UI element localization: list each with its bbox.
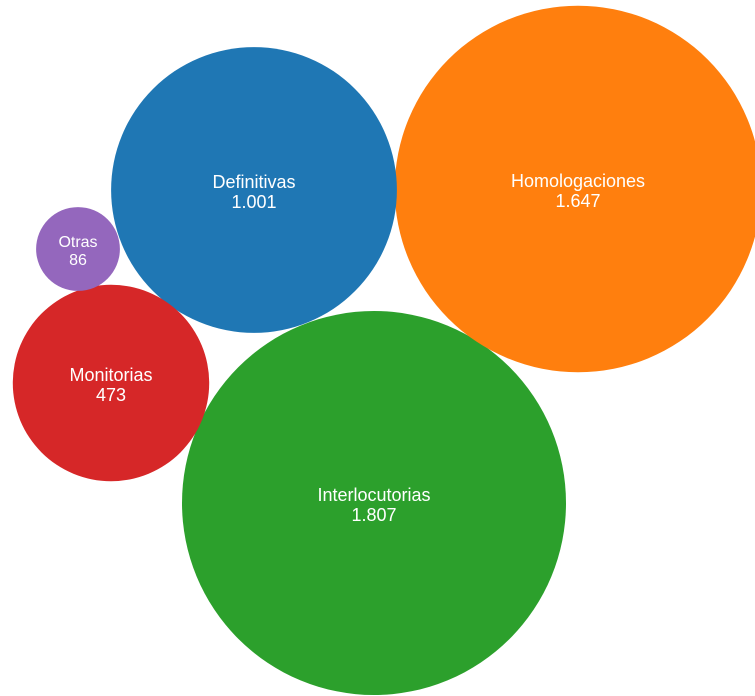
bubbles-group: Interlocutorias1.807Homologaciones1.647D… bbox=[12, 5, 755, 695]
bubble-value-otras: 86 bbox=[69, 252, 87, 269]
bubble-circle-homologaciones[interactable] bbox=[394, 5, 755, 373]
bubble-label-otras: Otras bbox=[58, 234, 97, 251]
bubble-circle-monitorias[interactable] bbox=[12, 284, 210, 482]
bubble-value-monitorias: 473 bbox=[96, 385, 126, 405]
bubble-label-interlocutorias: Interlocutorias bbox=[317, 485, 430, 505]
bubble-value-interlocutorias: 1.807 bbox=[351, 505, 396, 525]
bubble-value-definitivas: 1.001 bbox=[231, 192, 276, 212]
bubble-circle-definitivas[interactable] bbox=[111, 47, 397, 333]
bubble-label-monitorias: Monitorias bbox=[69, 365, 152, 385]
bubble-value-homologaciones: 1.647 bbox=[555, 191, 600, 211]
bubble-circle-interlocutorias[interactable] bbox=[182, 311, 566, 695]
bubble-circle-otras[interactable] bbox=[36, 207, 120, 291]
bubble-label-definitivas: Definitivas bbox=[212, 172, 295, 192]
bubble-label-homologaciones: Homologaciones bbox=[511, 171, 645, 191]
